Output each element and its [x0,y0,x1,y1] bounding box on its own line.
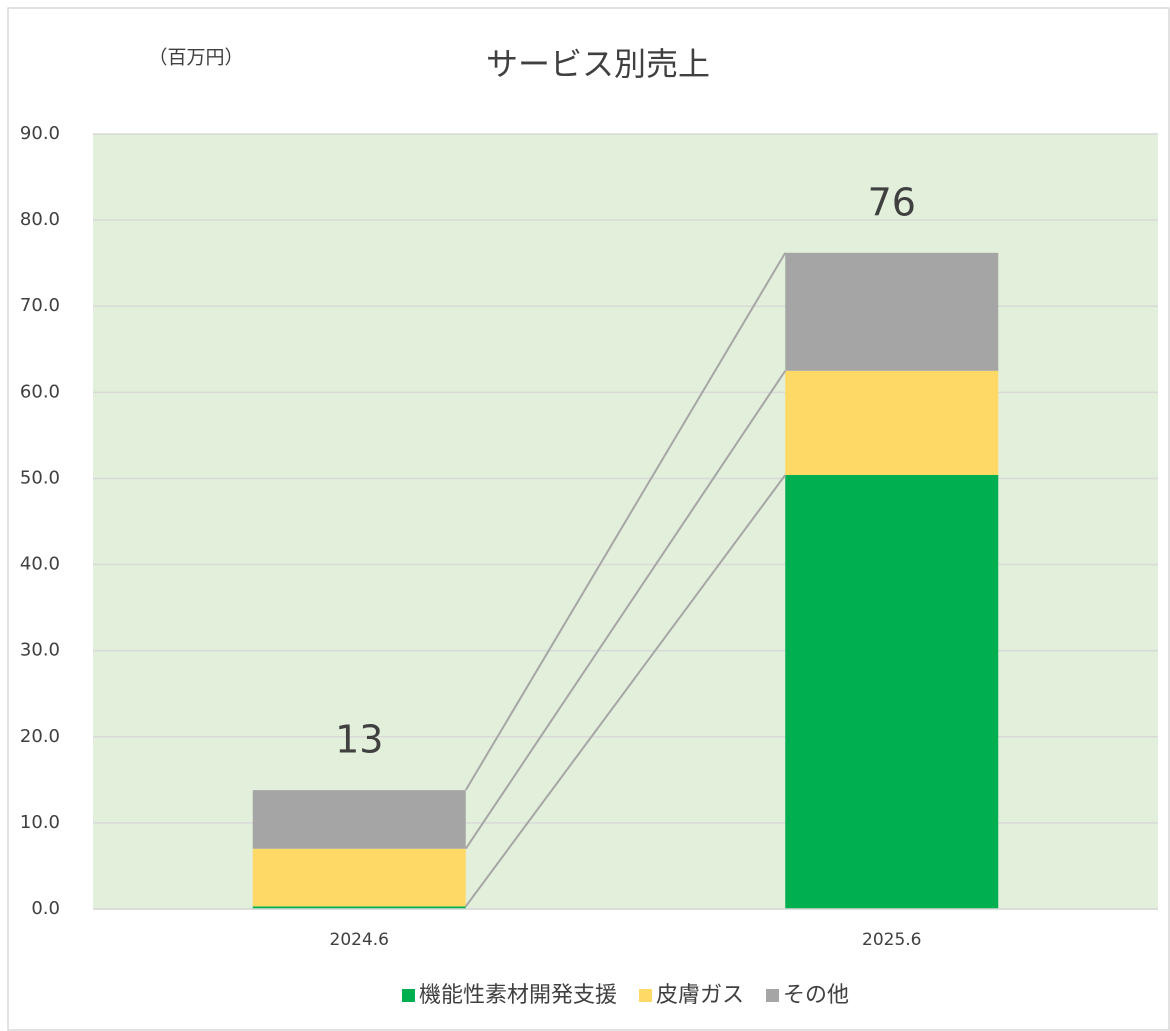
connector-line [464,252,787,791]
bar-segment [252,790,466,849]
legend-label: 皮膚ガス [656,983,744,1008]
unit-label: （百万円） [148,47,243,69]
y-tick-label: 70.0 [20,295,60,316]
legend-swatch [638,989,652,1002]
connector-line [464,370,787,850]
legend-label: その他 [783,983,849,1008]
y-tick-label: 30.0 [20,640,60,661]
y-tick-label: 50.0 [20,467,60,488]
y-tick-label: 90.0 [20,123,60,144]
y-tick-label: 80.0 [20,209,60,230]
total-label: 13 [335,718,383,762]
y-tick-label: 10.0 [20,812,60,833]
bar-segment [252,848,466,907]
x-tick-label: 2025.6 [862,930,921,950]
chart-title: サービス別売上 [486,45,710,83]
bar-segment [252,906,466,909]
bar-segment [785,370,999,475]
y-tick-label: 20.0 [20,726,60,747]
bar-segment [785,252,999,371]
legend-swatch [401,989,415,1002]
legend-swatch [766,989,780,1002]
connector-line [464,474,787,908]
legend-label: 機能性素材開発支援 [419,983,617,1008]
y-tick-label: 40.0 [20,554,60,575]
bar-segment [785,475,999,909]
x-tick-label: 2024.6 [330,930,389,950]
total-label: 76 [868,180,916,224]
y-tick-label: 0.0 [31,898,60,919]
y-tick-label: 60.0 [20,381,60,402]
